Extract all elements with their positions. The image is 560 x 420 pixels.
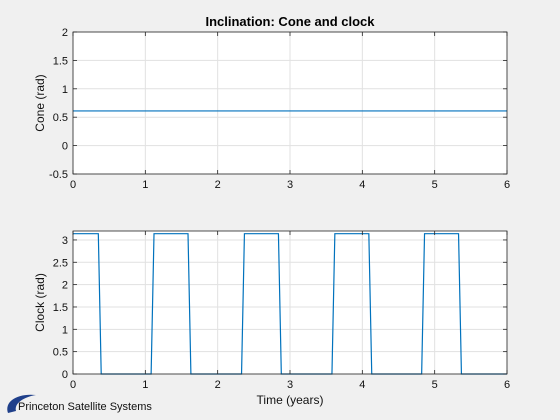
x-tick-label: 6 — [504, 379, 510, 391]
x-tick-label: 5 — [432, 179, 438, 191]
y-tick-label: 0 — [62, 369, 68, 381]
series-line-clock — [73, 233, 507, 375]
y-tick-label: 3 — [62, 235, 68, 247]
x-tick-label: 0 — [70, 379, 76, 391]
x-tick-label: 0 — [70, 179, 76, 191]
logo-swoosh-icon — [7, 394, 37, 413]
chart-title: Inclination: Cone and clock — [205, 14, 375, 29]
y-tick-label: 1 — [62, 84, 68, 96]
y-tick-label: 1.5 — [53, 55, 68, 67]
psss-logo — [7, 394, 37, 413]
x-tick-label: 4 — [359, 379, 365, 391]
x-tick-label: 3 — [287, 179, 293, 191]
x-tick-label: 4 — [359, 179, 365, 191]
y-tick-label: 0.5 — [53, 347, 68, 359]
y-tick-label: 2 — [62, 280, 68, 292]
y-tick-label: 1 — [62, 324, 68, 336]
x-axis-label: Time (years) — [257, 393, 324, 407]
y-axis-label: Clock (rad) — [33, 273, 47, 332]
x-tick-label: 5 — [432, 379, 438, 391]
y-tick-label: -0.5 — [49, 169, 68, 181]
y-tick-label: 1.5 — [53, 302, 68, 314]
x-tick-label: 1 — [142, 379, 148, 391]
y-tick-label: 0.5 — [53, 112, 68, 124]
y-axis-label: Cone (rad) — [33, 74, 47, 131]
x-tick-label: 2 — [215, 379, 221, 391]
x-tick-label: 6 — [504, 179, 510, 191]
y-tick-label: 2.5 — [53, 257, 68, 269]
x-tick-label: 2 — [215, 179, 221, 191]
x-tick-label: 3 — [287, 379, 293, 391]
logo-text: Princeton Satellite Systems — [18, 401, 152, 413]
clock-axes: 0 1 2 3 4 5 6 0 0.5 1 1.5 2 2.5 3 Time (years) Clock (r… — [33, 230, 510, 407]
y-tick-label: 0 — [62, 141, 68, 153]
x-tick-label: 1 — [142, 179, 148, 191]
y-tick-label: 2 — [62, 27, 68, 39]
